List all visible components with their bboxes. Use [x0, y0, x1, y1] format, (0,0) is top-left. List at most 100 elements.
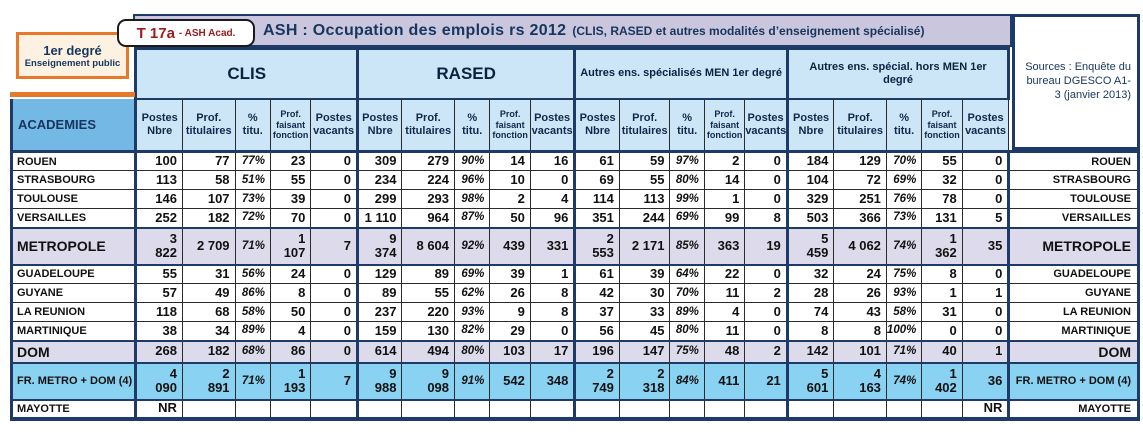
- data-cell: 0: [961, 189, 1010, 209]
- data-cell: 114: [573, 189, 620, 209]
- data-cell: 74%: [885, 226, 923, 266]
- data-cell: 0: [529, 170, 576, 190]
- data-cell: 0: [744, 264, 788, 284]
- data-cell: 2: [489, 189, 531, 209]
- col-header: % titu.: [885, 97, 923, 153]
- data-cell: 0: [529, 321, 576, 341]
- data-cell: 2: [744, 339, 788, 364]
- row-label-right: METROPOLE: [1007, 226, 1140, 266]
- data-cell: 99%: [669, 189, 705, 209]
- data-cell: 8: [529, 302, 576, 322]
- data-cell: 61: [573, 264, 620, 284]
- data-cell: 62%: [454, 283, 491, 303]
- table-row: TOULOUSE 146 107 73% 39 0 299 293 98% 2 4 114 113 99%…: [9, 189, 1140, 209]
- data-cell: [489, 399, 531, 421]
- data-cell: 1 402: [921, 361, 963, 401]
- data-cell: 61: [573, 151, 620, 171]
- col-header: Postes Nbre: [573, 97, 620, 153]
- data-cell: 0: [744, 321, 788, 341]
- data-cell: 73%: [885, 208, 923, 228]
- data-cell: 331: [529, 226, 576, 266]
- data-cell: 279: [401, 151, 456, 171]
- data-cell: 33: [618, 302, 671, 322]
- table-row: STRASBOURG 113 58 51% 55 0 234 224 96% 10 0 69 55 80%…: [9, 170, 1140, 190]
- data-cell: 118: [134, 302, 183, 322]
- data-cell: 101: [833, 339, 887, 364]
- orange-divider: [10, 92, 135, 97]
- data-cell: 89%: [234, 321, 271, 341]
- data-cell: 39: [489, 264, 531, 284]
- col-header: Postes vacants: [310, 97, 358, 153]
- data-cell: 351: [573, 208, 620, 228]
- data-cell: 5 459: [785, 226, 835, 266]
- data-cell: 2 318: [618, 361, 671, 401]
- col-header: Prof. titulaires: [833, 97, 887, 153]
- row-label-right: MAYOTTE: [1007, 399, 1140, 421]
- data-cell: [618, 399, 671, 421]
- row-label: TOULOUSE: [9, 189, 137, 209]
- table-row: MAYOTTE NR NR MAYOTTE: [9, 399, 1140, 421]
- col-header: % titu.: [669, 97, 705, 153]
- data-cell: 58: [181, 170, 236, 190]
- data-cell: 97%: [669, 151, 705, 171]
- data-cell: 224: [401, 170, 456, 190]
- data-cell: 69%: [454, 264, 491, 284]
- data-cell: 14: [489, 151, 531, 171]
- row-label: STRASBOURG: [9, 170, 137, 190]
- data-cell: 1: [529, 264, 576, 284]
- row-label-right: STRASBOURG: [1007, 170, 1140, 190]
- data-cell: 96: [529, 208, 576, 228]
- data-cell: 1 362: [921, 226, 963, 266]
- data-cell: 293: [401, 189, 456, 209]
- data-cell: 5 601: [785, 361, 835, 401]
- data-cell: 0: [744, 151, 788, 171]
- data-cell: [744, 399, 788, 421]
- data-cell: 87%: [454, 208, 491, 228]
- public-education-label: Enseignement public: [24, 57, 121, 69]
- group-header-1: CLIS: [134, 47, 359, 100]
- data-cell: 29: [489, 321, 531, 341]
- table-row: METROPOLE 3 822 2 709 71% 1 107 7 9 374 8 604 92…: [9, 226, 1140, 266]
- data-cell: 494: [401, 339, 456, 364]
- data-cell: [921, 399, 963, 421]
- row-label-right: MARTINIQUE: [1007, 321, 1140, 341]
- data-cell: 251: [833, 189, 887, 209]
- data-cell: 0: [961, 302, 1010, 322]
- data-cell: 48: [703, 339, 746, 364]
- data-cell: 2 171: [618, 226, 671, 266]
- data-cell: 130: [401, 321, 456, 341]
- col-header: % titu.: [234, 97, 271, 153]
- data-cell: 89%: [669, 302, 705, 322]
- data-cell: 86: [269, 339, 312, 364]
- data-cell: 16: [529, 151, 576, 171]
- data-cell: 50: [489, 208, 531, 228]
- data-cell: 2 749: [573, 361, 620, 401]
- col-header: Postes Nbre: [785, 97, 835, 153]
- data-cell: 42: [573, 283, 620, 303]
- data-cell: 129: [355, 264, 403, 284]
- data-cell: 9 098: [401, 361, 456, 401]
- data-cell: [885, 399, 923, 421]
- col-header: Prof. titulaires: [618, 97, 671, 153]
- table-row: MARTINIQUE 38 34 89% 4 0 159 130 82% 29 0 56 45 80% 11…: [9, 321, 1140, 341]
- data-cell: 7: [310, 226, 358, 266]
- data-cell: 32: [921, 170, 963, 190]
- data-cell: 2 709: [181, 226, 236, 266]
- data-cell: [401, 399, 456, 421]
- data-cell: 77%: [234, 151, 271, 171]
- data-cell: 142: [785, 339, 835, 364]
- data-cell: 58%: [234, 302, 271, 322]
- table-row: ROUEN 100 77 77% 23 0 309 279 90% 14 16 61 59 97% 2 0 18…: [9, 150, 1140, 171]
- data-cell: 14: [703, 170, 746, 190]
- data-cell: 8: [921, 264, 963, 284]
- data-cell: 34: [181, 321, 236, 341]
- data-cell: 0: [310, 189, 358, 209]
- data-cell: [269, 399, 312, 421]
- data-cell: 0: [310, 208, 358, 228]
- table-title: ASH : Occupation des emplois rs 2012: [263, 21, 567, 39]
- data-cell: [310, 399, 358, 421]
- data-cell: 19: [744, 226, 788, 266]
- data-cell: 4: [269, 321, 312, 341]
- data-cell: 68: [181, 302, 236, 322]
